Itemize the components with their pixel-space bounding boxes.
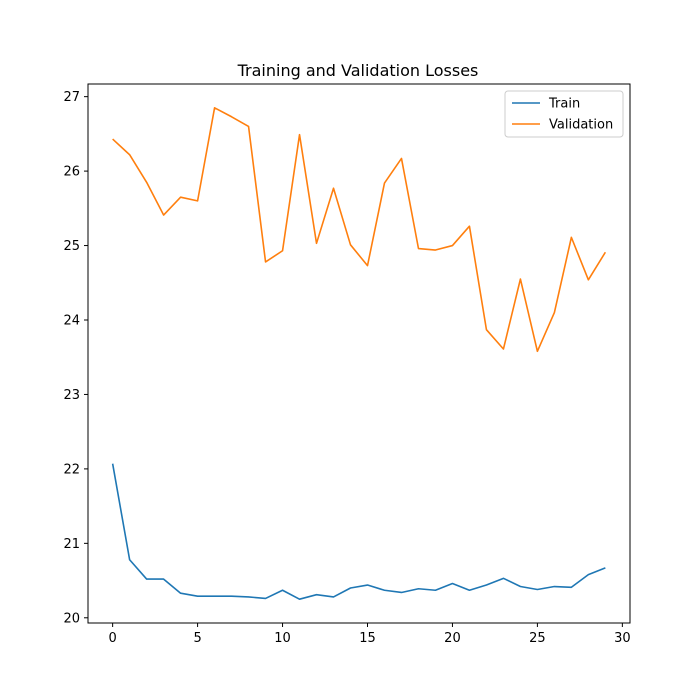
data-point-validation [214, 107, 216, 109]
data-point-train [231, 595, 233, 597]
data-point-train [350, 587, 352, 589]
x-tick-label: 20 [444, 631, 461, 646]
data-point-train [554, 586, 556, 588]
data-point-train [112, 463, 114, 465]
data-point-validation [367, 265, 369, 267]
x-tick-label: 25 [529, 631, 546, 646]
data-point-validation [486, 329, 488, 331]
data-point-validation [299, 134, 301, 136]
data-point-train [401, 592, 403, 594]
plot-area [111, 107, 607, 600]
y-tick-label: 26 [63, 165, 80, 180]
series-line-train [111, 463, 606, 600]
y-tick-label: 23 [63, 388, 80, 403]
axis-ticks: 0 5 10 15 20 25 30 20 21 22 23 24 25 26 27 [63, 90, 630, 646]
data-point-train [435, 589, 437, 591]
data-point-train [384, 589, 386, 591]
legend-label-train: Train [548, 97, 580, 112]
data-point-train [571, 586, 573, 588]
data-point-validation [333, 187, 335, 189]
x-tick-label: 10 [274, 631, 291, 646]
data-point-train [503, 578, 505, 580]
data-point-validation [146, 181, 148, 183]
data-point-train [316, 594, 318, 596]
data-point-train [299, 598, 301, 600]
x-tick-label: 30 [614, 631, 631, 646]
y-tick-label: 24 [63, 313, 80, 328]
data-point-validation [418, 248, 420, 250]
x-tick-label: 0 [108, 631, 116, 646]
x-tick-label: 15 [359, 631, 376, 646]
data-point-train [180, 592, 182, 594]
data-point-train [248, 596, 250, 598]
data-point-validation [537, 350, 539, 352]
x-tick-label: 5 [193, 631, 201, 646]
data-point-train [163, 578, 165, 580]
data-point-validation [384, 182, 386, 184]
data-point-validation [197, 200, 199, 202]
series-line-validation [112, 107, 607, 353]
data-point-train [333, 596, 335, 598]
data-point-train [265, 598, 267, 600]
data-point-validation [401, 158, 403, 160]
data-point-validation [231, 116, 233, 118]
data-point-validation [180, 196, 182, 198]
data-point-validation [435, 249, 437, 251]
data-point-validation [554, 312, 556, 314]
data-point-train [537, 589, 539, 591]
data-point-validation [452, 245, 454, 247]
legend-label-validation: Validation [549, 118, 613, 133]
data-point-validation [605, 251, 607, 253]
data-point-train [588, 574, 590, 576]
data-point-train [520, 586, 522, 588]
data-point-train [146, 578, 148, 580]
data-point-train [214, 595, 216, 597]
y-tick-label: 20 [63, 611, 80, 626]
data-point-validation [350, 244, 352, 246]
data-point-validation [112, 138, 114, 140]
chart-title: Training and Validation Losses [237, 61, 479, 80]
data-point-train [486, 584, 488, 586]
data-point-validation [248, 126, 250, 128]
data-point-validation [588, 279, 590, 281]
legend: Train Validation [504, 90, 624, 138]
data-point-validation [503, 348, 505, 350]
data-point-train [282, 589, 284, 591]
y-tick-label: 22 [63, 462, 80, 477]
data-point-train [418, 588, 420, 590]
data-point-train [367, 584, 369, 586]
data-point-validation [265, 261, 267, 263]
data-point-train [469, 589, 471, 591]
data-point-validation [163, 214, 165, 216]
data-point-train [129, 559, 131, 561]
data-point-train [197, 595, 199, 597]
data-point-train [452, 583, 454, 585]
data-point-validation [282, 250, 284, 252]
axes-frame [87, 83, 631, 624]
y-tick-label: 21 [63, 537, 80, 552]
data-point-validation [520, 278, 522, 280]
data-point-train [605, 567, 607, 569]
data-point-validation [129, 154, 131, 156]
data-point-validation [571, 237, 573, 239]
data-point-validation [316, 243, 318, 245]
y-tick-label: 25 [63, 239, 80, 254]
data-point-validation [469, 225, 471, 227]
y-tick-label: 27 [63, 90, 80, 105]
